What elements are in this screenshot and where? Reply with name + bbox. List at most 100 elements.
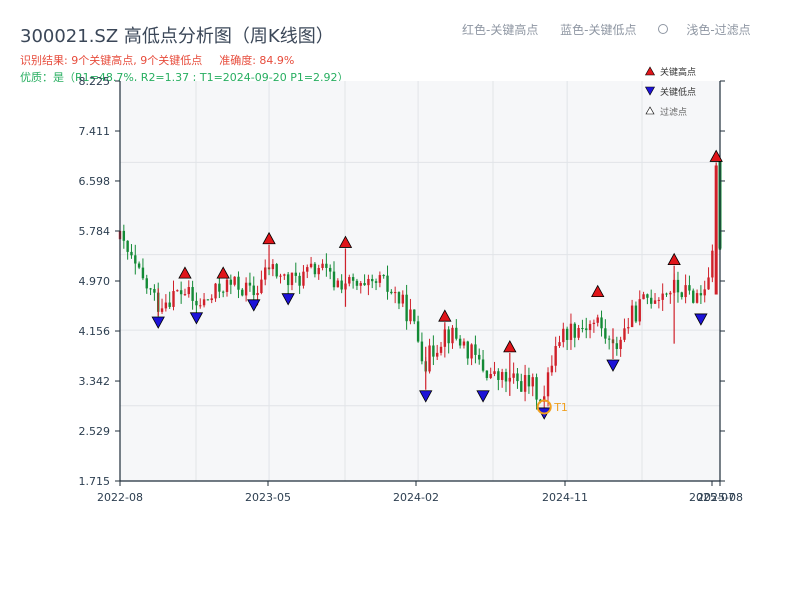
candle-body [164,302,168,309]
x-tick-label: 2024-02 [393,491,439,504]
legend-low-label: 关键低点 [660,86,696,98]
candle-body [137,263,141,268]
candle-body [313,263,317,275]
candle-body [439,346,443,353]
candle-body [531,377,534,387]
candle-body [646,294,649,298]
candle-body [244,282,248,296]
candle-body [233,276,236,285]
candle-body [466,341,469,359]
candle-body [145,278,148,289]
candle-body [558,342,561,347]
candle-body [458,338,462,346]
candle-body [160,308,164,312]
candle-body [328,267,332,272]
candle-body [153,289,156,293]
key-low-marker [281,293,295,306]
candle-body [470,344,473,359]
legend-blue: 蓝色-关键低点 [560,23,637,37]
candle-body [325,263,328,268]
candle-body [306,267,309,272]
candle-body [183,294,187,296]
legend-low-icon [644,86,656,96]
candle-body [577,327,580,338]
key-high-marker [438,309,452,322]
key-high-marker [216,266,230,279]
candle-body [168,302,171,307]
candle-body [714,165,718,295]
candle-body [390,291,393,294]
candle-body [520,381,523,392]
candle-body [588,324,592,331]
candle-body [298,275,301,286]
candle-body [141,267,145,279]
candle-body [573,323,576,338]
key-low-marker [151,316,165,329]
y-tick-label: 1.715 [79,475,111,488]
candle-body [692,290,695,303]
candle-body [607,338,611,340]
candle-body [504,372,508,382]
candle-body [122,230,126,241]
y-tick-label: 6.598 [79,175,111,188]
candle-body [516,373,519,382]
candle-body [348,277,351,284]
y-tick-label: 5.784 [79,225,111,238]
candle-body [199,305,202,307]
candle-body [149,288,152,290]
candle-body [221,291,225,293]
candle-body [665,293,668,295]
candle-body [546,372,550,397]
candle-body [535,377,538,400]
candle-body [252,285,255,296]
candle-body [176,290,179,292]
y-tick-label: 4.156 [79,325,111,338]
candle-body [202,299,206,306]
candle-body [260,279,263,293]
candle-body [623,328,626,340]
t1-label: T1 [553,401,568,414]
candle-body [374,281,378,283]
candle-body [638,299,641,322]
key-high-marker [338,235,353,248]
candle-body [397,292,401,304]
candle-body [512,373,515,378]
legend-red: 红色-关键高点 [462,23,539,37]
y-tick-label: 4.970 [79,275,111,288]
candle-body [711,250,714,278]
accuracy-text: 准确度: 84.9% [219,54,295,67]
x-tick-label: 2024-11 [542,491,588,504]
candle-body [332,271,336,288]
candle-body [378,275,382,283]
candle-body [275,264,278,277]
candle-body [409,309,412,322]
y-tick-label: 7.411 [79,125,111,138]
circle-icon [658,24,669,34]
candle-body [401,294,405,304]
candle-body [699,293,703,296]
candle-body [543,396,546,402]
candle-body [680,292,683,298]
key-high-marker [709,149,723,162]
candle-body [283,274,286,276]
candle-body [447,329,450,344]
key-low-marker [189,312,204,325]
candle-body [615,343,619,349]
key-high-marker [591,284,605,297]
candle-body [191,287,194,301]
candle-body [405,294,408,322]
candle-body [371,278,374,282]
candle-body [619,339,622,349]
y-tick-label: 2.529 [79,425,111,438]
candle-body [218,283,221,292]
candle-body [451,327,454,344]
chart-title: 300021.SZ 高低点分析图（周K线图） [20,26,334,47]
candle-body [340,280,343,290]
candle-body [669,292,672,295]
candle-body [279,275,282,277]
candle-body [474,344,477,355]
candle-body [309,263,313,268]
candle-body [336,280,340,288]
candle-body [592,322,596,325]
